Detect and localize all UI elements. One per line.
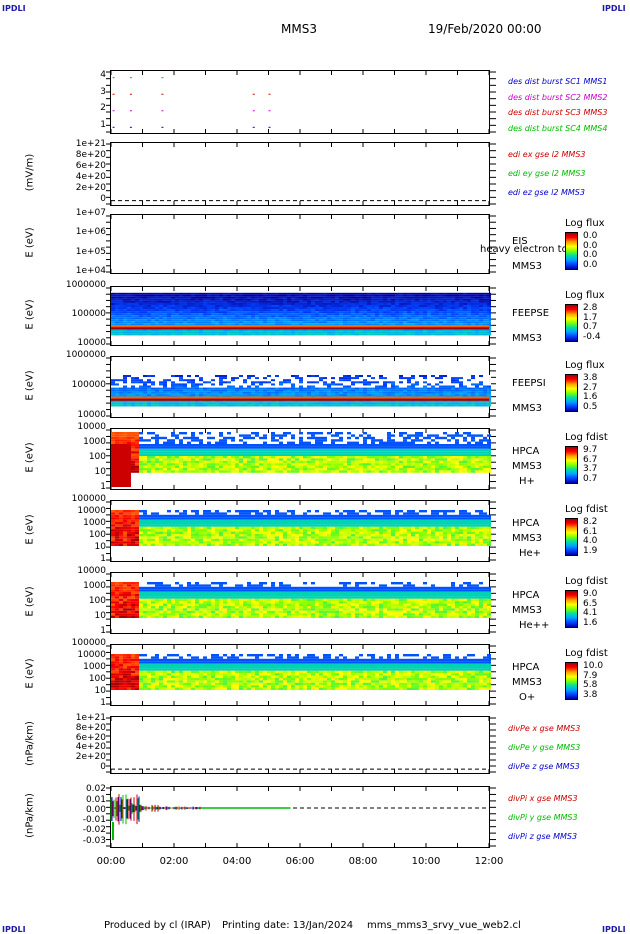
plot-frame-hpca_h [110,428,490,490]
y-tick-label: 1000000 [65,280,106,290]
y-tick-label: 10000 [77,422,106,432]
y-tick-label: 10000 [77,410,106,420]
y-tick-label: 100000 [71,309,106,319]
y-tick-label: 1e+07 [75,208,106,218]
y-tick-label: 1 [100,119,106,130]
y-tick-label: 10 [94,467,106,477]
y-tick-label: 6e+20 [75,160,106,171]
y-tick-label: 0 [100,193,106,204]
corner-label-br: IPDLI [602,925,626,934]
y-tick-label: 1 [100,482,106,492]
y-axis-label: E (eV) [24,299,36,330]
plot-frame-edi [110,142,490,206]
y-tick-label: 2 [100,103,106,114]
plot-frame-feepse [110,286,490,346]
corner-label-tr: IPDLI [602,4,626,13]
plot-frame-eis [110,214,490,274]
y-tick-label: 4 [100,70,106,81]
corner-label-bl: IPDLI [2,925,26,934]
y-tick-label: 1e+04 [75,266,106,276]
y-tick-label: 1000 [83,437,106,447]
y-tick-label: 10000 [77,338,106,348]
y-tick-label: 1000000 [65,350,106,360]
y-tick-label: 100000 [71,380,106,390]
y-axis-label: E (eV) [24,442,36,473]
y-axis-label: E (eV) [24,227,36,258]
y-tick-label: 3 [100,86,106,97]
date-title: 19/Feb/2020 00:00 [428,22,542,36]
y-tick-label: 2e+20 [75,182,106,193]
y-tick-label: 1e+06 [75,227,106,238]
y-tick-label: 4e+20 [75,171,106,182]
corner-label-tl: IPDLI [2,4,26,13]
y-axis-label: (mV/m) [24,153,36,192]
y-tick-label: 100 [88,452,106,462]
spacecraft-title: MMS3 [281,22,317,36]
y-axis-label: E (eV) [24,370,36,401]
plot-frame-feepsi [110,356,490,418]
plot-frame-burst [110,70,490,134]
y-tick-label: 1e+21 [75,139,106,150]
y-tick-label: 8e+20 [75,150,106,160]
y-tick-label: 1e+05 [75,246,106,257]
